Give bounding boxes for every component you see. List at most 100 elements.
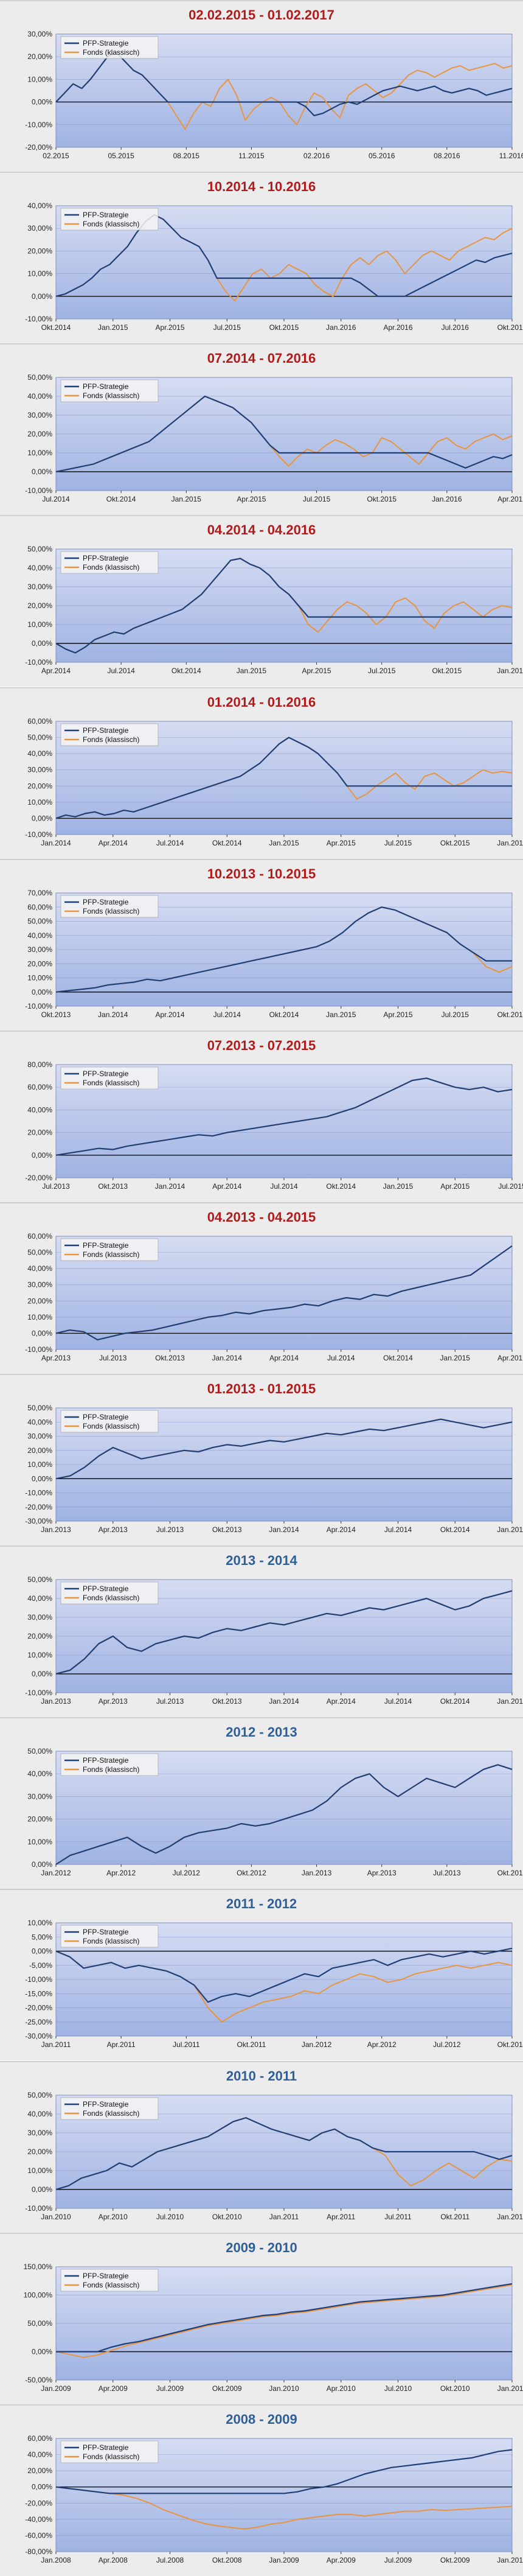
- legend-label-pfp-strategie: PFP-Strategie: [83, 211, 129, 219]
- series-line-pfp-strategie: [55, 51, 513, 116]
- x-tick-label: Okt.2015: [497, 1010, 523, 1019]
- x-tick-label: Apr.2012: [106, 1869, 136, 1877]
- line-chart: 30,00%20,00%10,00%0,00%-10,00%-20,00%02.…: [25, 30, 523, 160]
- legend-label-pfp-strategie: PFP-Strategie: [83, 898, 129, 906]
- legend-label-fonds-klassisch: Fonds (klassisch): [83, 563, 139, 572]
- x-tick-label: Jan.2015: [171, 495, 202, 503]
- chart-panel: 2013 - 2014 50,00% 40,00% 30,00% 20,00% 10,00…: [0, 1545, 523, 1717]
- x-tick-label: Jul.2014: [384, 1697, 412, 1706]
- y-tick-label: -15,00%: [25, 1989, 52, 1998]
- x-tick-label: Jan.2013: [41, 1697, 71, 1706]
- legend-box: [60, 1066, 159, 1090]
- legend-box: [60, 2269, 159, 2292]
- y-tick-label: 40,00%: [27, 1264, 52, 1273]
- x-tick-label: Jul.2015: [498, 1182, 523, 1191]
- x-tick-label: Apr.2016: [497, 495, 523, 503]
- x-tick-label: Okt.2014: [383, 1354, 413, 1362]
- x-tick-label: Okt.2013: [155, 1354, 185, 1362]
- x-tick-label: Jan.2016: [497, 839, 523, 847]
- legend-box: [60, 208, 159, 231]
- y-tick-label: 20,00%: [27, 1129, 52, 1137]
- y-tick-label: 50,00%: [27, 2319, 52, 2328]
- line-chart: 40,00%30,00%20,00%10,00%0,00%-10,00%Okt.…: [25, 201, 523, 332]
- legend-label-fonds-klassisch: Fonds (klassisch): [83, 2281, 139, 2289]
- x-tick-label: 08.2016: [434, 152, 460, 160]
- y-tick-label: 30,00%: [27, 1613, 52, 1622]
- legend-label-fonds-klassisch: Fonds (klassisch): [83, 1422, 139, 1430]
- y-tick-label: -20,00%: [25, 1503, 52, 1511]
- chart-panel: 2012 - 2013 50,00% 40,00% 30,00% 20,00% 10,00…: [0, 1717, 523, 1889]
- legend-label-fonds-klassisch: Fonds (klassisch): [83, 1594, 139, 1602]
- y-tick-label: 70,00%: [27, 889, 52, 897]
- series-line-pfp-strategie: [55, 1590, 513, 1675]
- x-tick-label: Jul.2014: [42, 495, 70, 503]
- x-tick-label: Okt.2014: [41, 323, 71, 332]
- legend-box: [60, 2097, 159, 2120]
- y-tick-label: 40,00%: [27, 2110, 52, 2118]
- legend-label-fonds-klassisch: Fonds (klassisch): [83, 1250, 139, 1259]
- x-tick-label: Jul.2012: [173, 1869, 201, 1877]
- x-tick-label: Okt.2013: [497, 1869, 523, 1877]
- line-chart: 50,00% 40,00% 30,00% 20,00% 10,00% 0,00% -10,0…: [25, 373, 523, 503]
- legend-label-pfp-strategie: PFP-Strategie: [83, 1756, 129, 1765]
- line-chart: 80,00%60,00%40,00%20,00%0,00%-20,00%Jul.…: [25, 1060, 523, 1191]
- x-tick-label: Okt.2014: [212, 839, 242, 847]
- legend-box: [60, 1925, 159, 1948]
- y-tick-label: -20,00%: [25, 143, 52, 152]
- x-tick-label: Jan.2011: [41, 2040, 71, 2049]
- x-tick-label: Okt.2015: [432, 667, 462, 675]
- y-tick-label: 20,00%: [27, 1815, 52, 1824]
- line-chart: 10,00% 5,00% 0,00% -5,00% -10,00% -15,00% -20,…: [25, 1919, 523, 2049]
- chart-panel: 02.02.2015 - 01.02.2017 30,00% 20,00% 10,00…: [0, 0, 523, 172]
- x-tick-label: Jan.2010: [497, 2556, 523, 2564]
- legend-label-pfp-strategie: PFP-Strategie: [83, 1928, 129, 1936]
- x-tick-label: Okt.2013: [41, 1010, 71, 1019]
- x-tick-label: Jul.2009: [384, 2556, 412, 2564]
- y-tick-label: -10,00%: [25, 1975, 52, 1984]
- y-tick-label: 20,00%: [27, 1446, 52, 1455]
- x-tick-label: Apr.2015: [327, 839, 356, 847]
- x-tick-label: Jul.2013: [42, 1182, 70, 1191]
- y-tick-label: 0,00%: [32, 2348, 52, 2356]
- y-tick-label: 0,00%: [32, 814, 52, 822]
- y-tick-label: 0,00%: [32, 1670, 52, 1678]
- chart-title: 2012 - 2013: [226, 1724, 297, 1740]
- y-tick-label: -10,00%: [25, 1689, 52, 1697]
- y-tick-label: 150,00%: [24, 2263, 53, 2271]
- chart-title: 04.2013 - 04.2015: [207, 1209, 316, 1225]
- x-tick-label: Apr.2013: [99, 1525, 128, 1534]
- x-tick-label: Jul.2013: [156, 1697, 184, 1706]
- legend-label-fonds-klassisch: Fonds (klassisch): [83, 391, 139, 400]
- y-tick-label: 40,00%: [27, 2451, 52, 2459]
- x-tick-label: 02.2016: [303, 152, 330, 160]
- x-tick-label: Apr.2016: [383, 323, 412, 332]
- legend-box: [60, 895, 159, 918]
- line-chart: 50,00% 40,00% 30,00% 20,00% 10,00% 0,00% -10,0…: [25, 545, 523, 675]
- x-tick-label: Apr.2014: [327, 1697, 356, 1706]
- y-tick-label: 0,00%: [32, 98, 52, 107]
- x-tick-label: Okt.2014: [326, 1182, 356, 1191]
- x-tick-label: Jul.2016: [442, 323, 469, 332]
- y-tick-label: -30,00%: [25, 1517, 52, 1525]
- x-tick-label: Apr.2015: [302, 667, 331, 675]
- series-line-pfp-strategie: [55, 214, 513, 297]
- x-tick-label: Jan.2014: [41, 839, 71, 847]
- y-tick-label: 30,00%: [27, 1281, 52, 1289]
- x-tick-label: Okt.2014: [106, 495, 136, 503]
- series-line-fonds-klassisch: [55, 2486, 513, 2530]
- x-tick-label: Jan.2015: [383, 1182, 414, 1191]
- x-tick-label: Apr.2009: [99, 2384, 128, 2393]
- legend-box: [60, 1238, 159, 1261]
- series-line-pfp-strategie: [55, 737, 512, 819]
- x-tick-label: Jan.2015: [497, 1525, 523, 1534]
- x-tick-label: Apr.2014: [99, 839, 128, 847]
- x-tick-label: Apr.2014: [155, 1010, 184, 1019]
- y-tick-label: 10,00%: [27, 2166, 52, 2175]
- y-tick-label: 0,00%: [32, 988, 52, 996]
- chart-title: 10.2014 - 10.2016: [207, 179, 316, 194]
- y-tick-label: 10,00%: [27, 270, 52, 278]
- x-tick-label: 08.2015: [173, 152, 200, 160]
